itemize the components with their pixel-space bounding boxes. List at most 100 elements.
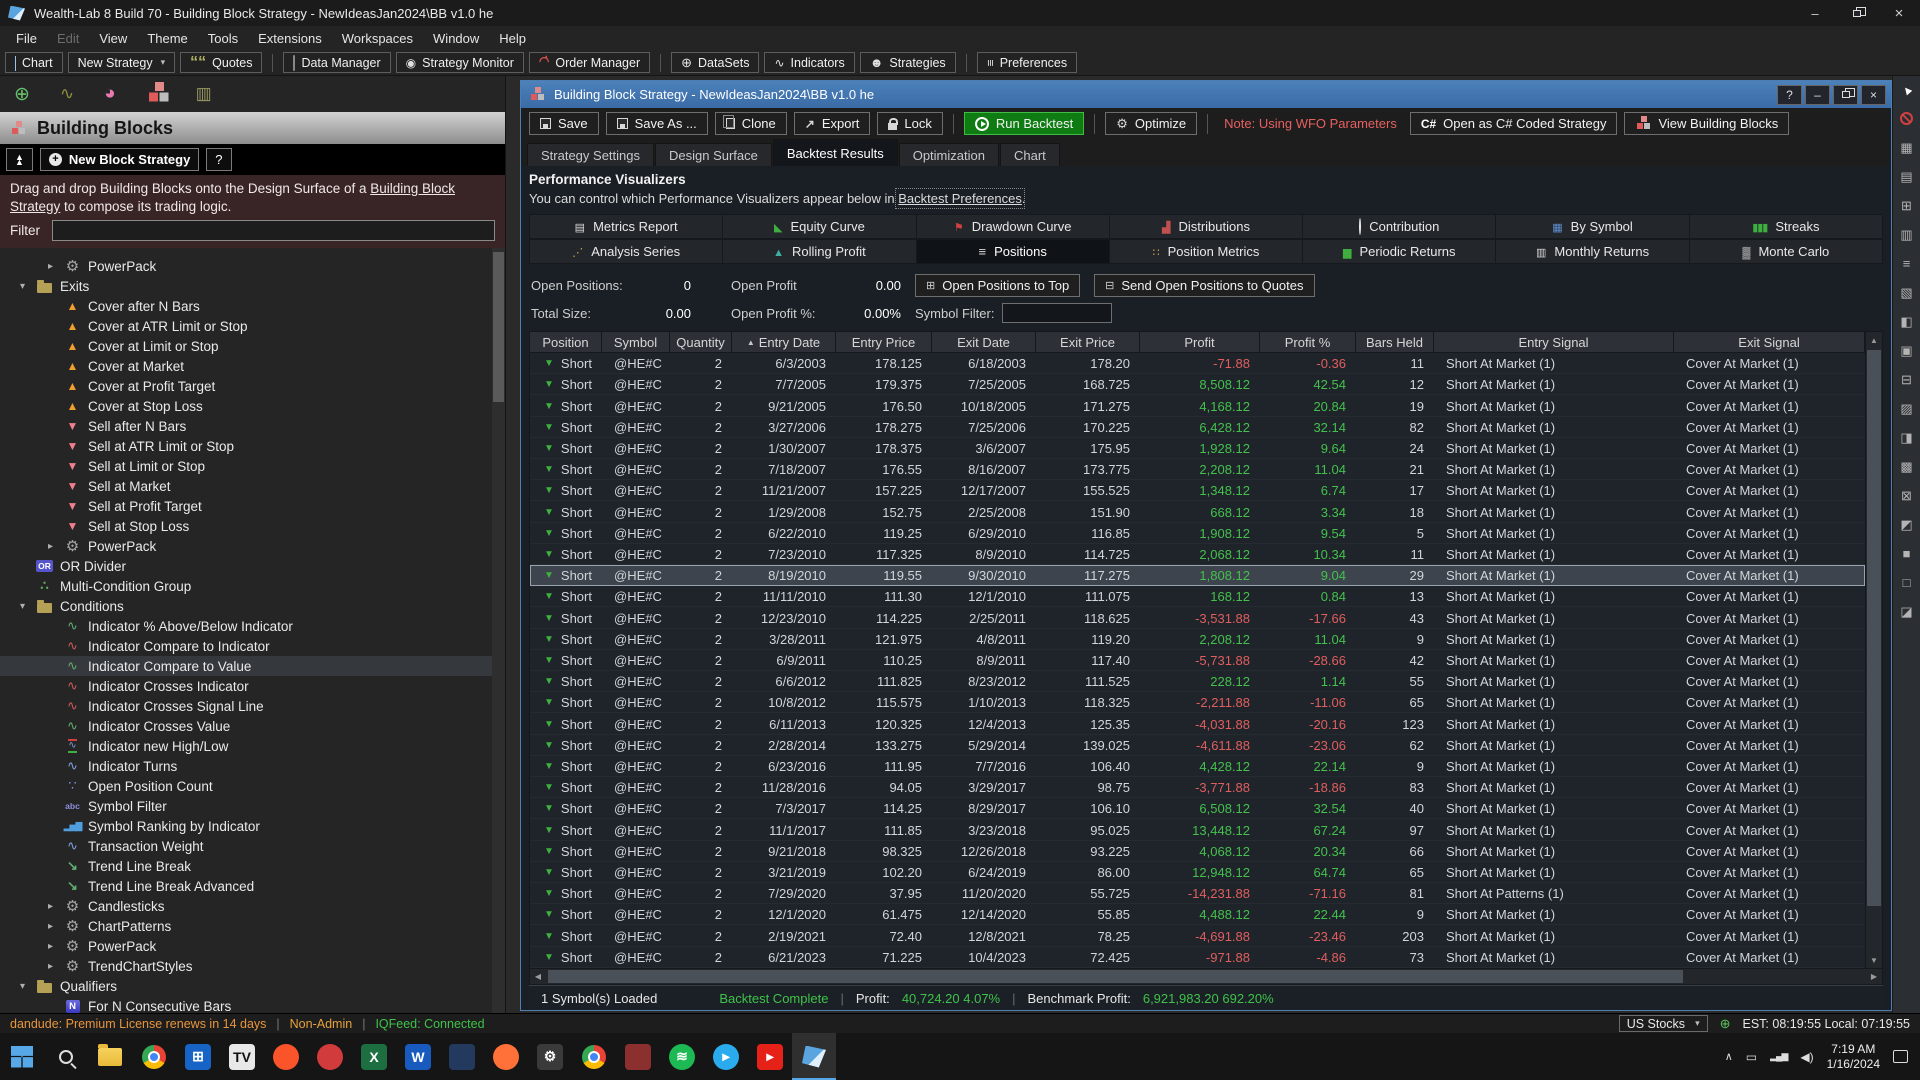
table-row[interactable]: ▼ Short @HE#C 2 6/21/2023 71.225 10/4/2023 72.4… (530, 946, 1865, 968)
expander-closed-icon[interactable]: ▸ (47, 900, 54, 912)
column-header-entry-price[interactable]: Entry Price (836, 332, 932, 353)
taskbar-clock[interactable]: 7:19 AM 1/16/2024 (1826, 1041, 1880, 1071)
excel-icon[interactable]: X (352, 1033, 396, 1080)
panel-icon-3[interactable]: ⊞ (1901, 198, 1912, 213)
word-icon[interactable]: W (396, 1033, 440, 1080)
tree-item-powerpack[interactable]: ▸ ⚙ PowerPack (0, 936, 505, 956)
expander-closed-icon[interactable]: ▸ (47, 960, 54, 972)
backtest-preferences-link[interactable]: Backtest Preferences (895, 188, 1025, 209)
spotify-icon[interactable]: ≋ (660, 1033, 704, 1080)
help-button[interactable]: ? (206, 148, 232, 171)
table-row[interactable]: ▼ Short @HE#C 2 9/21/2005 176.50 10/18/2005 171… (530, 395, 1865, 417)
scroll-down-arrow[interactable]: ▼ (1870, 955, 1878, 965)
table-row[interactable]: ▼ Short @HE#C 2 3/28/2011 121.975 4/8/2011 119.… (530, 628, 1865, 650)
table-row[interactable]: ▼ Short @HE#C 2 7/23/2010 117.325 8/9/2010 114.… (530, 543, 1865, 566)
table-row[interactable]: ▼ Short @HE#C 2 1/29/2008 152.75 2/25/2008 151.… (530, 501, 1865, 523)
tradingview-icon[interactable]: TV (220, 1033, 264, 1080)
table-row[interactable]: ▼ Short @HE#C 2 6/11/2013 120.325 12/4/2013 125… (530, 713, 1865, 735)
save-button[interactable]: Save (529, 112, 599, 135)
visualizer-tab-streaks[interactable]: ▮▮▮ Streaks (1689, 214, 1883, 239)
chrome-colorful-icon-2[interactable] (572, 1033, 616, 1080)
tree-item-exits[interactable]: ▾ Exits (0, 276, 505, 296)
expander-open-icon[interactable]: ▾ (19, 280, 26, 292)
panel-icon-7[interactable]: ◧ (1900, 314, 1913, 329)
tree-item-indicator-new-high-low[interactable]: ∿ Indicator new High/Low (0, 736, 505, 756)
tree-item-candlesticks[interactable]: ▸ ⚙ Candlesticks (0, 896, 505, 916)
chrome-icon[interactable] (132, 1033, 176, 1080)
panel-icon-13[interactable]: ⊠ (1901, 488, 1912, 503)
firefox-icon[interactable] (484, 1033, 528, 1080)
window-help-button[interactable]: ? (1777, 84, 1802, 105)
panel-icon-17[interactable]: ◪ (1900, 604, 1913, 619)
youtube-icon[interactable]: ▸ (748, 1033, 792, 1080)
toolbar-new-strategy-button[interactable]: New Strategy ▾ (67, 52, 176, 73)
tree-item-sell-after-n-bars[interactable]: ▼ Sell after N Bars (0, 416, 505, 436)
tree-item-sell-at-stop-loss[interactable]: ▼ Sell at Stop Loss (0, 516, 505, 536)
library-icon[interactable]: ▥ (195, 84, 212, 103)
clone-button[interactable]: Clone (714, 112, 787, 135)
toolbar-order-manager-button[interactable]: ◠̇ Order Manager (528, 52, 651, 73)
hidden-icons-chevron[interactable]: ∧ (1724, 1051, 1733, 1063)
visualizer-tab-distributions[interactable]: ▟ Distributions (1109, 214, 1304, 239)
optimize-button[interactable]: ⚙ Optimize (1105, 112, 1198, 135)
panel-icon-5[interactable]: ≡ (1902, 256, 1911, 271)
volume-tray-icon[interactable]: ◀) (1800, 1049, 1814, 1064)
pointer-cursor-icon[interactable]: ▲ (1897, 80, 1916, 100)
tree-item-sell-at-atr-limit-or-stop[interactable]: ▼ Sell at ATR Limit or Stop (0, 436, 505, 456)
visualizer-tab-monthly-returns[interactable]: ▥ Monthly Returns (1496, 239, 1690, 264)
tree-item-symbol-filter[interactable]: abc Symbol Filter (0, 796, 505, 816)
search-icon[interactable] (44, 1033, 88, 1080)
tree-item-symbol-ranking-by-indicator[interactable]: ▂▅▇ Symbol Ranking by Indicator (0, 816, 505, 836)
scroll-left-arrow[interactable]: ◀ (534, 972, 542, 981)
visualizer-tab-analysis-series[interactable]: ⋰ Analysis Series (529, 239, 724, 264)
tree-item-trend-line-break-advanced[interactable]: ↘ Trend Line Break Advanced (0, 876, 505, 896)
tree-item-indicator-crosses-signal-line[interactable]: ∿ Indicator Crosses Signal Line (0, 696, 505, 716)
open-as-csharp-button[interactable]: C# Open as C# Coded Strategy (1409, 112, 1618, 135)
column-header-profit[interactable]: Profit % (1260, 332, 1356, 353)
close-button[interactable]: × (1894, 4, 1904, 22)
toolbar-indicators-button[interactable]: ∿ Indicators (764, 52, 855, 73)
minimize-button[interactable]: – (1811, 5, 1819, 21)
tree-item-indicator-crosses-value[interactable]: ∿ Indicator Crosses Value (0, 716, 505, 736)
panel-icon-15[interactable]: ■ (1902, 546, 1911, 561)
menu-help[interactable]: Help (499, 30, 527, 46)
visualizer-tab-periodic-returns[interactable]: ▆ Periodic Returns (1303, 239, 1497, 264)
menu-theme[interactable]: Theme (147, 30, 188, 46)
table-row[interactable]: ▼ Short @HE#C 2 6/23/2016 111.95 7/7/2016 106.4… (530, 755, 1865, 778)
table-row[interactable]: ▼ Short @HE#C 2 8/19/2010 119.55 9/30/2010 117.… (530, 565, 1865, 587)
table-row[interactable]: ▼ Short @HE#C 2 7/3/2017 114.25 8/29/2017 106.1… (530, 798, 1865, 820)
tree-item-indicator-turns[interactable]: ∿ Indicator Turns (0, 756, 505, 776)
panel-icon-2[interactable]: ▤ (1900, 169, 1913, 184)
tree-item-for-n-consecutive-bars[interactable]: N For N Consecutive Bars (0, 996, 505, 1013)
visualizer-tab-position-metrics[interactable]: ∷ Position Metrics (1109, 239, 1304, 264)
tree-item-qualifiers[interactable]: ▾ Qualifiers (0, 976, 505, 996)
table-row[interactable]: ▼ Short @HE#C 2 9/21/2018 98.325 12/26/2018 93.… (530, 840, 1865, 862)
column-header-exit-date[interactable]: Exit Date (932, 332, 1036, 353)
building-blocks-icon[interactable] (146, 78, 170, 111)
tree-item-or-divider[interactable]: OR OR Divider (0, 556, 505, 576)
toolbar-datasets-button[interactable]: ⊕ DataSets (671, 52, 760, 73)
market-dropdown[interactable]: US Stocks ▾ (1618, 1015, 1708, 1032)
table-row[interactable]: ▼ Short @HE#C 2 6/6/2012 111.825 8/23/2012 111.… (530, 671, 1865, 693)
table-vertical-scrollbar[interactable]: ▲ ▼ (1865, 332, 1882, 968)
lock-button[interactable]: Lock (877, 112, 943, 135)
column-header-entry-signal[interactable]: Entry Signal (1434, 332, 1674, 353)
strategies-brain-icon[interactable]: ◕ (104, 83, 116, 104)
table-row[interactable]: ▼ Short @HE#C 2 7/18/2007 176.55 8/16/2007 173.… (530, 459, 1865, 481)
action-center-icon[interactable] (1893, 1050, 1908, 1063)
telegram-icon[interactable]: ▸ (704, 1033, 748, 1080)
tree-item-transaction-weight[interactable]: ∿ Transaction Weight (0, 836, 505, 856)
column-header-symbol[interactable]: Symbol (602, 332, 670, 353)
table-horizontal-scrollbar[interactable]: ◀ ▶ (530, 968, 1882, 984)
table-row[interactable]: ▼ Short @HE#C 2 6/22/2010 119.25 6/29/2010 116.… (530, 522, 1865, 544)
tab-design-surface[interactable]: Design Surface (655, 143, 772, 166)
panel-icon-4[interactable]: ▥ (1900, 227, 1913, 242)
tree-item-cover-at-market[interactable]: ▲ Cover at Market (0, 356, 505, 376)
menu-window[interactable]: Window (433, 30, 480, 46)
menu-file[interactable]: File (16, 30, 37, 46)
tree-item-cover-at-limit-or-stop[interactable]: ▲ Cover at Limit or Stop (0, 336, 505, 356)
toolbar-preferences-button[interactable]: ≡ Preferences (976, 52, 1078, 73)
vertical-scrollbar-thumb[interactable] (1867, 350, 1881, 906)
visualizer-tab-rolling-profit[interactable]: ▲ Rolling Profit (723, 239, 917, 264)
expander-closed-icon[interactable]: ▸ (47, 940, 54, 952)
